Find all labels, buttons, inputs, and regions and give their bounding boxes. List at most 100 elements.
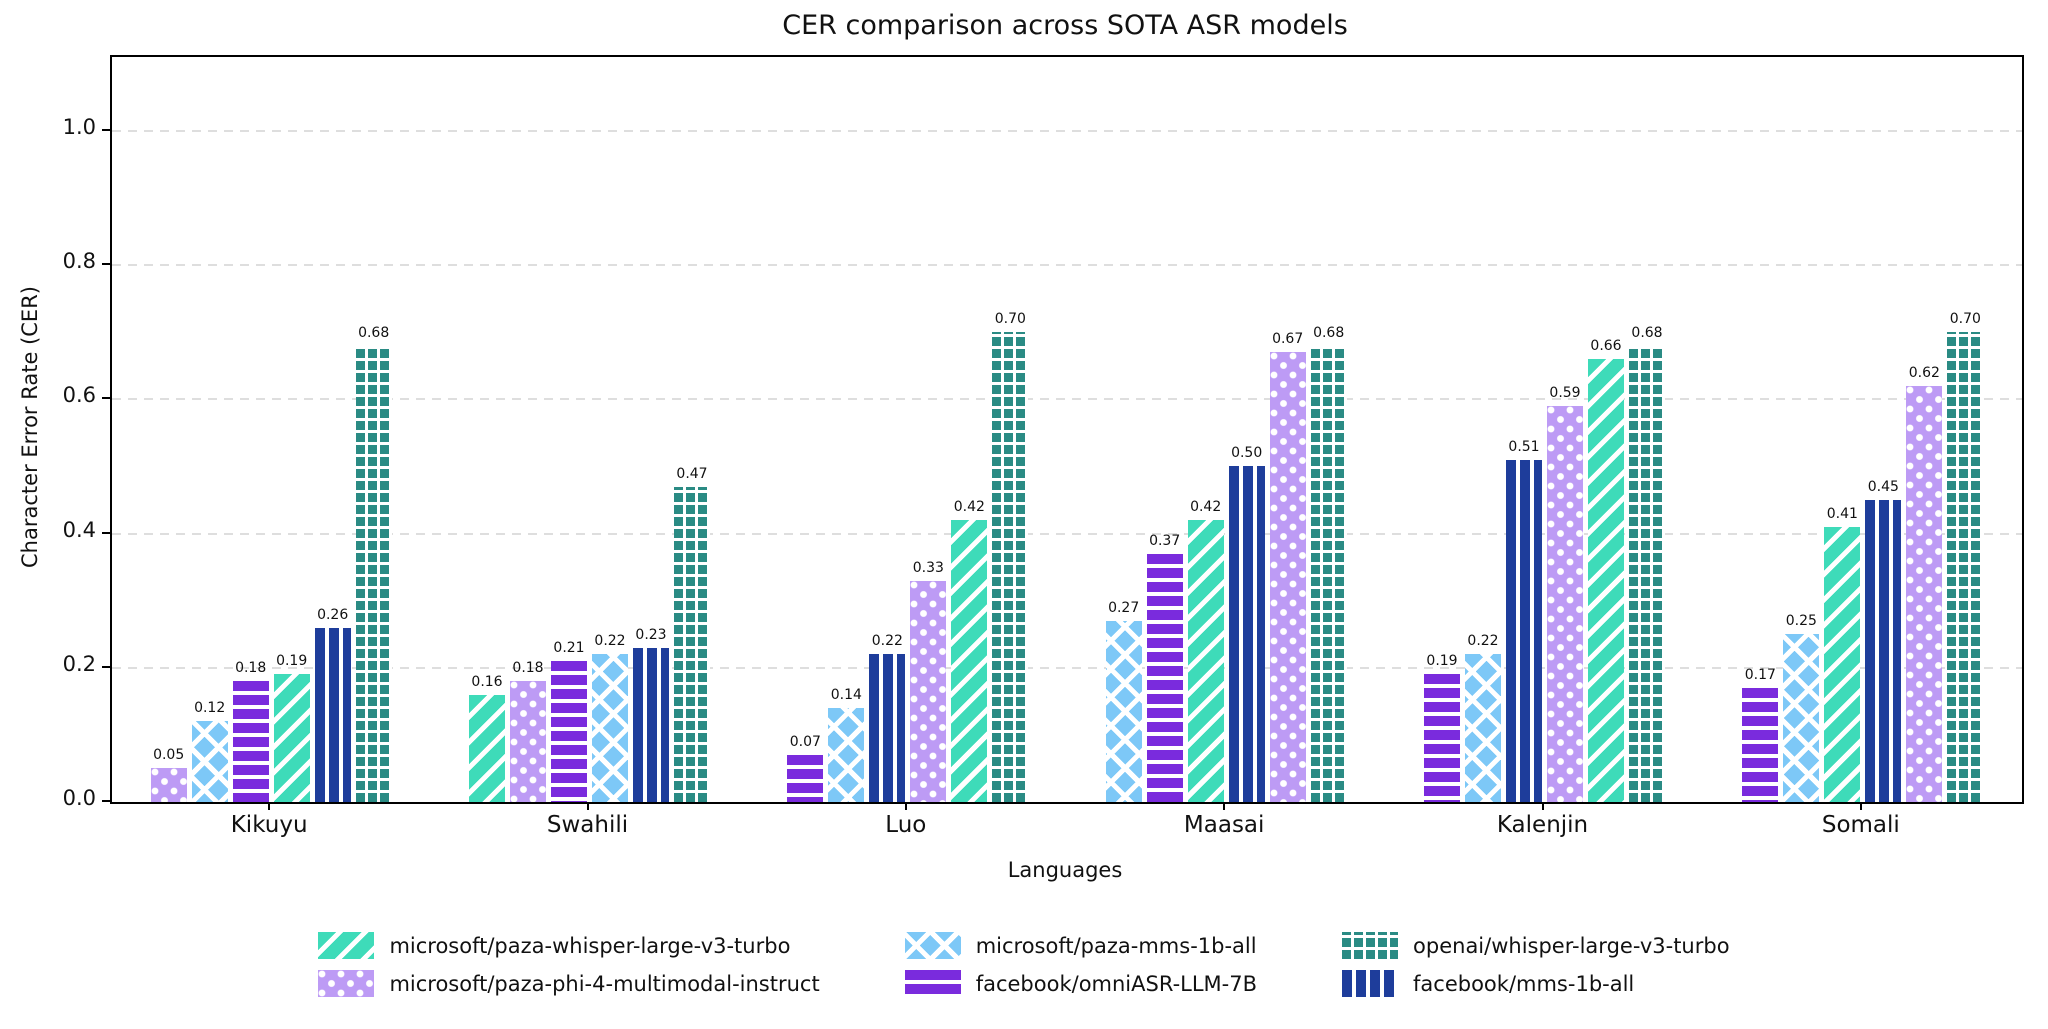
bar-somali: 0.17	[1742, 667, 1779, 802]
bar-somali: 0.70	[1947, 311, 1984, 802]
x-tick-mark	[268, 802, 271, 810]
x-tick-label: Luo	[885, 812, 927, 838]
bar-value-label: 0.70	[994, 311, 1026, 328]
gridline	[112, 264, 2022, 267]
bar-kikuyu: 0.12	[191, 700, 228, 802]
bar-maasai: 0.68	[1310, 325, 1347, 802]
bar-value-label: 0.22	[871, 633, 903, 650]
bar-maasai: 0.27	[1105, 600, 1142, 802]
bar-value-label: 0.59	[1549, 385, 1581, 402]
y-tick-label: 0.0	[62, 786, 96, 810]
legend-label: microsoft/paza-mms-1b-all	[975, 933, 1257, 958]
legend-label: microsoft/paza-whisper-large-v3-turbo	[389, 933, 791, 958]
y-tick-label: 0.2	[62, 651, 96, 676]
legend-label: facebook/mms-1b-all	[1413, 971, 1635, 996]
x-tick-mark	[1859, 802, 1862, 810]
bar-value-label: 0.18	[512, 660, 544, 677]
bar-value-label: 0.70	[1949, 311, 1981, 328]
bar-maasai: 0.42	[1187, 499, 1224, 802]
bar-value-label: 0.25	[1785, 613, 1817, 630]
legend-swatch-vertical-icon	[1342, 970, 1399, 997]
bar-value-label: 0.19	[1426, 653, 1458, 670]
bar-value-label: 0.19	[276, 653, 308, 670]
y-tick-label: 0.8	[62, 249, 96, 274]
legend-item: facebook/omniASR-LLM-7B	[904, 970, 1257, 997]
bar-value-label: 0.18	[235, 660, 267, 677]
bar-value-label: 0.50	[1231, 445, 1263, 462]
legend-swatch-horizontal-icon	[904, 970, 961, 997]
y-tick-mark	[102, 128, 110, 131]
bar-value-label: 0.07	[789, 734, 821, 751]
x-tick-mark	[1223, 802, 1226, 810]
bar-value-label: 0.33	[912, 559, 944, 576]
bar-value-label: 0.42	[953, 499, 985, 516]
bar-value-label: 0.12	[194, 700, 226, 717]
bar-value-label: 0.21	[553, 640, 585, 657]
bar-kalenjin: 0.59	[1547, 385, 1583, 802]
bar-value-label: 0.62	[1908, 364, 1940, 381]
bar-swahili: 0.16	[469, 674, 505, 802]
bar-value-label: 0.16	[471, 673, 503, 690]
gridline	[112, 666, 2022, 669]
bar-somali: 0.45	[1865, 479, 1902, 802]
x-tick-label: Maasai	[1183, 812, 1265, 838]
bar-value-label: 0.14	[830, 687, 862, 704]
x-tick-label: Swahili	[546, 812, 629, 838]
x-tick-mark	[586, 802, 589, 810]
legend-item: microsoft/paza-phi-4-multimodal-instruct	[318, 970, 820, 997]
y-tick-mark	[102, 263, 110, 266]
legend-label: microsoft/paza-phi-4-multimodal-instruct	[389, 971, 820, 996]
bar-kalenjin: 0.51	[1506, 439, 1542, 802]
y-tick-label: 1.0	[62, 114, 96, 139]
legend-item: microsoft/paza-mms-1b-all	[904, 932, 1257, 959]
bar-value-label: 0.26	[317, 606, 349, 623]
x-tick-mark	[1541, 802, 1544, 810]
x-tick-mark	[904, 802, 907, 810]
legend: microsoft/paza-whisper-large-v3-turbo mic…	[0, 932, 2048, 997]
bar-maasai: 0.50	[1228, 445, 1265, 802]
bar-value-label: 0.37	[1149, 532, 1181, 549]
gridline	[112, 532, 2022, 535]
bar-value-label: 0.23	[635, 626, 667, 643]
bar-luo: 0.07	[787, 734, 824, 802]
gridline	[112, 398, 2022, 401]
bar-swahili: 0.21	[551, 640, 587, 802]
bar-luo: 0.70	[992, 311, 1029, 802]
bar-kikuyu: 0.19	[273, 653, 310, 802]
bar-value-label: 0.51	[1508, 438, 1540, 455]
bar-swahili: 0.47	[674, 466, 710, 802]
y-tick-mark	[102, 531, 110, 534]
bar-luo: 0.42	[951, 499, 988, 802]
legend-swatch-dots-icon	[318, 970, 375, 997]
bar-swahili: 0.23	[633, 627, 669, 802]
x-tick-label: Kikuyu	[230, 812, 308, 838]
bar-luo: 0.33	[910, 560, 947, 802]
bar-value-label: 0.42	[1190, 499, 1222, 516]
legend-column: openai/whisper-large-v3-turbo facebook/mm…	[1342, 932, 1730, 997]
legend-item: microsoft/paza-whisper-large-v3-turbo	[318, 932, 819, 959]
bar-somali: 0.25	[1783, 613, 1820, 802]
gridline	[112, 129, 2022, 132]
y-tick-mark	[102, 665, 110, 668]
bar-value-label: 0.22	[594, 633, 626, 650]
bar-luo: 0.22	[869, 633, 906, 802]
bar-swahili: 0.18	[510, 660, 546, 802]
y-tick-label: 0.4	[62, 517, 96, 542]
legend-swatch-diagonal-icon	[318, 932, 375, 959]
bar-somali: 0.62	[1906, 365, 1943, 802]
chart-title: CER comparison across SOTA ASR models	[782, 10, 1348, 41]
legend-column: microsoft/paza-whisper-large-v3-turbo mic…	[318, 932, 820, 997]
bar-value-label: 0.66	[1590, 338, 1622, 355]
legend-item: facebook/mms-1b-all	[1342, 970, 1730, 997]
legend-swatch-cross-icon	[904, 932, 961, 959]
bar-kikuyu: 0.05	[150, 747, 187, 802]
x-tick-label: Kalenjin	[1496, 812, 1589, 838]
bar-value-label: 0.17	[1744, 666, 1776, 683]
x-tick-label: Somali	[1821, 812, 1900, 838]
bar-value-label: 0.41	[1826, 505, 1858, 522]
legend-label: openai/whisper-large-v3-turbo	[1413, 933, 1730, 958]
plot-area: 0.05 0.12 0.18 0.19 0.26 0.68 0.16 0.18 0.21 0.22…	[110, 55, 2024, 804]
bar-maasai: 0.37	[1146, 533, 1183, 802]
bar-luo: 0.14	[828, 687, 865, 802]
